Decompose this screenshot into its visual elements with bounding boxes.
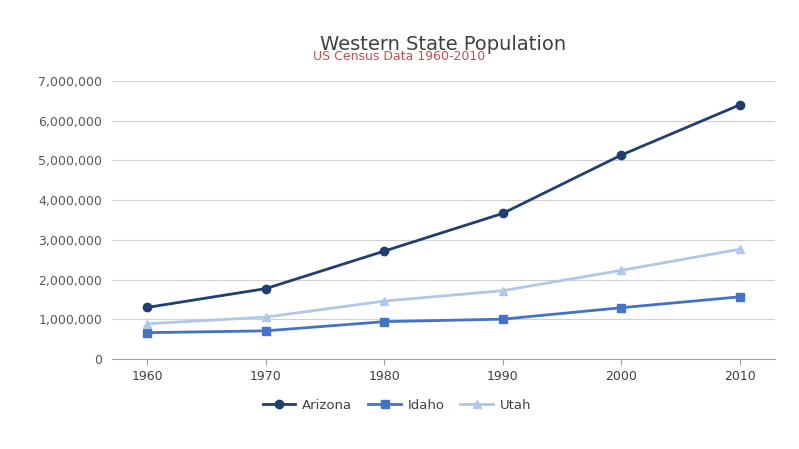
Line: Utah: Utah — [143, 245, 744, 328]
Legend: Arizona, Idaho, Utah: Arizona, Idaho, Utah — [257, 394, 537, 417]
Utah — [380, 299, 389, 304]
Line: Idaho: Idaho — [143, 293, 744, 337]
Idaho — [735, 294, 745, 299]
Arizona — [142, 305, 152, 310]
Utah — [616, 268, 626, 273]
Idaho — [616, 305, 626, 310]
Line: Arizona: Arizona — [143, 101, 744, 312]
Utah — [261, 314, 271, 320]
Text: US Census Data 1960-2010: US Census Data 1960-2010 — [313, 50, 486, 62]
Idaho — [142, 330, 152, 335]
Arizona — [735, 102, 745, 108]
Arizona — [261, 286, 271, 291]
Arizona — [380, 248, 389, 254]
Arizona — [498, 211, 507, 216]
Idaho — [498, 317, 507, 322]
Utah — [498, 288, 507, 293]
Title: Western State Population: Western State Population — [320, 35, 566, 54]
Arizona — [616, 153, 626, 158]
Idaho — [380, 319, 389, 324]
Utah — [142, 321, 152, 326]
Utah — [735, 247, 745, 252]
Idaho — [261, 328, 271, 334]
